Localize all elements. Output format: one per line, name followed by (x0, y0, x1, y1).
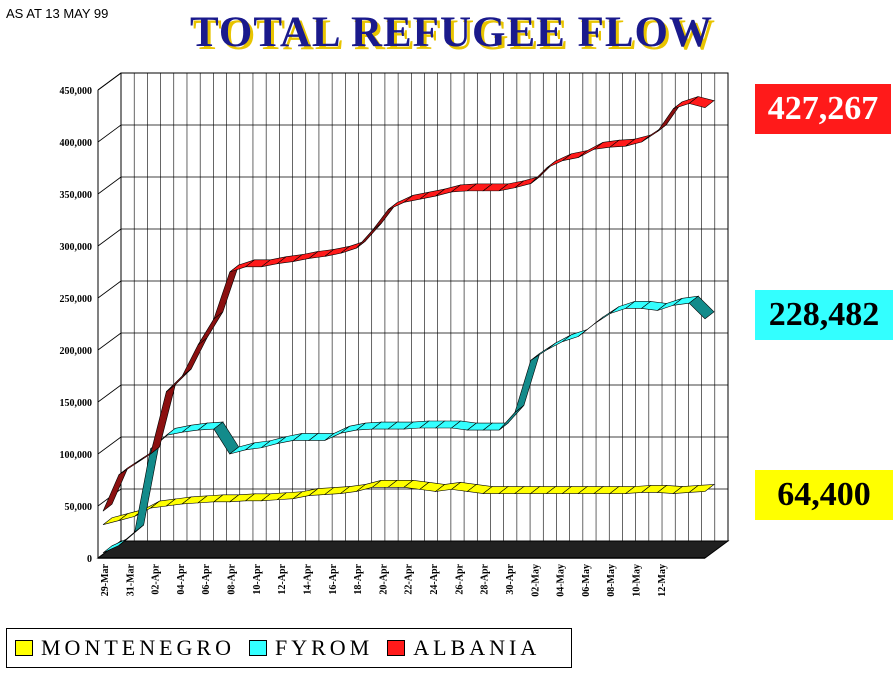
legend-swatch-albania (387, 640, 406, 656)
legend-swatch-fyrom (249, 640, 267, 656)
x-tick-label: 06-Apr (201, 563, 212, 594)
grid-line-depth (97, 124, 122, 143)
x-tick-label: 06-May (581, 564, 592, 597)
chart-floor (96, 540, 730, 559)
grid-line-depth (97, 436, 122, 455)
x-tick-label: 24-Apr (429, 563, 440, 594)
chart-title: TOTAL REFUGEE FLOW (190, 9, 713, 56)
x-tick-label: 02-Apr (151, 563, 162, 594)
albania-total-callout: 427,267 (755, 84, 891, 134)
x-tick-label: 04-Apr (176, 563, 187, 594)
grid-line-depth (97, 176, 122, 195)
x-tick-label: 02-May (530, 564, 541, 597)
x-tick-label: 12-Apr (277, 563, 288, 594)
legend-swatch-montenegro (15, 640, 33, 656)
y-tick-label: 100,000 (60, 450, 93, 461)
y-tick-label: 250,000 (60, 294, 93, 305)
x-tick-label: 18-Apr (353, 563, 364, 594)
legend-item-fyrom: FYROM (249, 635, 373, 661)
y-tick-label: 0 (87, 554, 92, 565)
y-tick-label: 150,000 (60, 398, 93, 409)
x-tick-label: 10-Apr (252, 563, 263, 594)
legend-label-montenegro: MONTENEGRO (41, 635, 235, 660)
x-tick-label: 31-Mar (125, 563, 136, 596)
grid-line-depth (97, 332, 122, 351)
series-segment-fyrom (688, 295, 715, 320)
x-tick-label: 22-Apr (404, 563, 415, 594)
legend-item-albania: ALBANIA (387, 635, 540, 661)
chart-legend: MONTENEGRO FYROM ALBANIA (6, 628, 572, 668)
y-tick-label: 50,000 (65, 502, 93, 513)
x-tick-label: 29-Mar (100, 563, 111, 596)
grid-line-depth (97, 228, 122, 247)
fyrom-total-callout: 228,482 (755, 290, 893, 340)
y-tick-label: 200,000 (60, 346, 93, 357)
legend-label-fyrom: FYROM (275, 635, 374, 660)
grid-line-depth (97, 384, 122, 403)
x-tick-label: 12-May (657, 564, 668, 597)
series-segment-albania (688, 96, 715, 109)
legend-item-montenegro: MONTENEGRO (15, 635, 235, 661)
as-at-date: AS AT 13 MAY 99 (6, 6, 109, 21)
y-tick-label: 450,000 (60, 86, 93, 97)
x-tick-label: 28-Apr (480, 563, 491, 594)
y-tick-label: 400,000 (60, 138, 93, 149)
axis-top-depth (97, 72, 122, 91)
y-tick-label: 300,000 (60, 242, 93, 253)
x-tick-label: 26-Apr (454, 563, 465, 594)
y-tick-label: 350,000 (60, 190, 93, 201)
legend-label-albania: ALBANIA (413, 635, 541, 660)
x-tick-label: 16-Apr (328, 563, 339, 594)
x-tick-label: 08-May (606, 564, 617, 597)
x-tick-label: 20-Apr (378, 563, 389, 594)
x-tick-label: 08-Apr (227, 563, 238, 594)
grid-line-depth (97, 280, 122, 299)
series-segment-montenegro (688, 484, 715, 493)
montenegro-total-callout: 64,400 (755, 470, 893, 520)
x-tick-label: 04-May (556, 564, 567, 597)
x-tick-label: 30-Apr (505, 563, 516, 594)
x-tick-label: 10-May (631, 564, 642, 597)
x-tick-label: 14-Apr (302, 563, 313, 594)
